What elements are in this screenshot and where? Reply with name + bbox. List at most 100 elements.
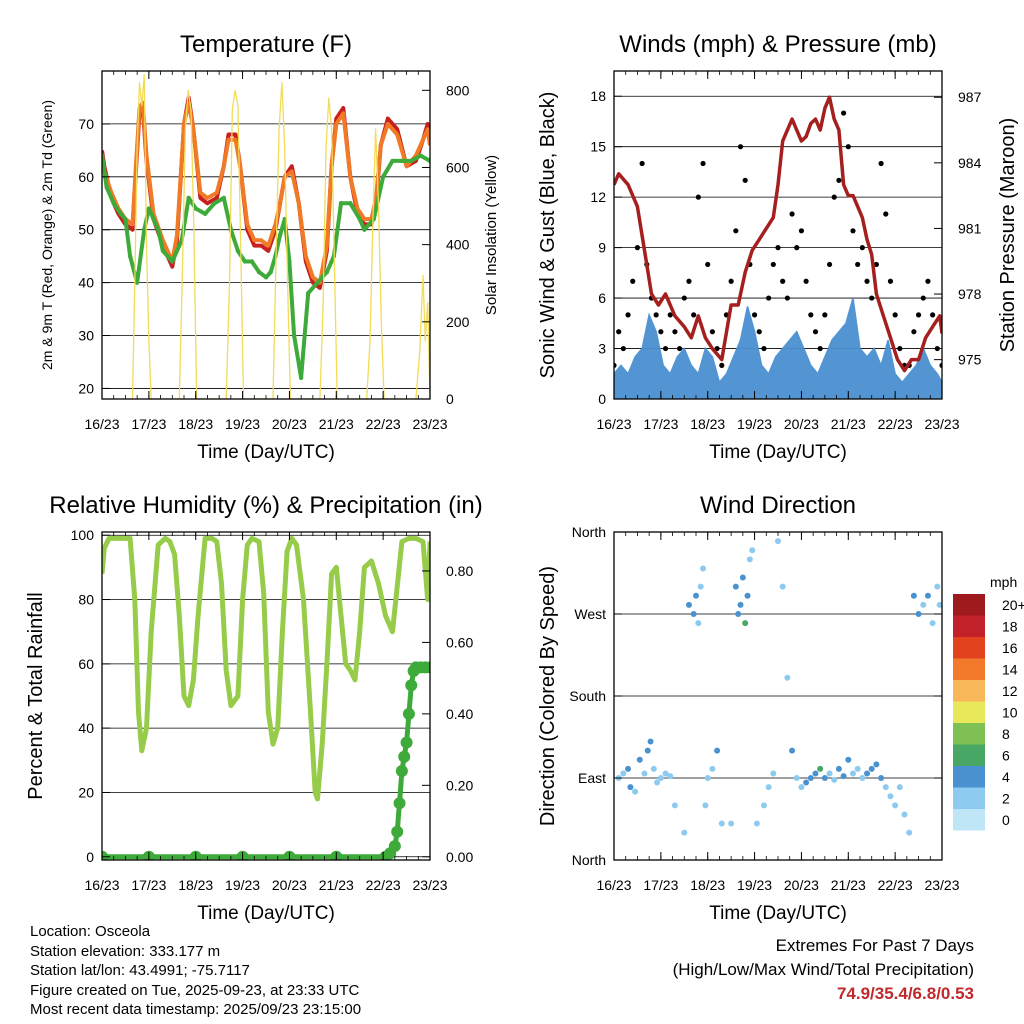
gust-point (822, 312, 828, 318)
gust-point (794, 245, 800, 251)
wind-area (614, 297, 942, 399)
legend-swatch (953, 658, 985, 680)
dewpoint-point (409, 158, 414, 164)
legend-swatch (953, 766, 985, 788)
gust-point (662, 345, 669, 352)
legend-swatch (953, 809, 985, 831)
dewpoint-point (277, 232, 283, 238)
wind_direction-ytick-label: North (572, 524, 606, 540)
legend-label: 18 (1002, 618, 1018, 634)
direction-point (744, 592, 751, 599)
winds-y2tick-label: 984 (958, 155, 982, 171)
dewpoint-point (242, 259, 248, 264)
direction-point (892, 802, 899, 809)
precip-point (402, 707, 415, 720)
direction-point (746, 556, 753, 563)
humidity-ytick-label: 80 (78, 592, 94, 608)
gust-point (616, 329, 622, 335)
humidity-xtick-label: 19/23 (225, 877, 260, 893)
wind_direction-xtick-label: 21/23 (831, 877, 866, 893)
gust-point (653, 312, 659, 318)
direction-point (662, 770, 669, 777)
direction-point (854, 765, 861, 772)
direction-point (896, 784, 903, 791)
gust-point (733, 228, 739, 234)
gust-point (630, 278, 636, 284)
gust-point (930, 312, 936, 318)
humidity-series-group (102, 535, 430, 860)
gust-point (677, 345, 683, 352)
temperature-y2tick-label: 800 (446, 82, 470, 98)
temperature-ytick-label: 40 (78, 275, 94, 291)
gust-point (751, 312, 758, 318)
humidity-ytick-label: 0 (86, 849, 94, 865)
dewpoint-point (156, 227, 161, 232)
direction-point (657, 775, 664, 781)
dewpoint-point (202, 211, 208, 217)
legend-swatch (953, 723, 985, 745)
direction-point (695, 620, 702, 627)
precip-point (388, 840, 401, 853)
direction-point (700, 565, 707, 572)
direction-point (760, 802, 767, 809)
direction-point (697, 583, 704, 590)
winds-xtick-label: 16/23 (596, 416, 631, 432)
gust-point (789, 211, 795, 217)
winds-ytick-label: 12 (590, 189, 606, 205)
dewpoint-point (146, 206, 152, 211)
direction-point (910, 592, 917, 599)
legend-label: 10 (1002, 704, 1018, 720)
direction-point (644, 747, 651, 754)
gust-point (817, 345, 823, 352)
direction-point (667, 773, 674, 780)
wind_direction-xtick-label: 17/23 (643, 877, 678, 893)
winds-ytick-label: 18 (590, 88, 606, 104)
gust-point (719, 362, 725, 368)
direction-point (864, 770, 871, 777)
direction-point (873, 761, 880, 768)
temperature-y2tick-label: 0 (446, 391, 454, 407)
temperature-xtick-label: 21/23 (319, 416, 354, 432)
precip-point (102, 850, 108, 860)
humidity-line-relative-humidity (102, 535, 430, 802)
legend-swatch (953, 787, 985, 809)
dewpoint-point (170, 259, 175, 264)
direction-point (742, 620, 749, 627)
gust-point (859, 245, 865, 251)
dewpoint-point (141, 227, 147, 232)
gust-point (873, 261, 880, 268)
gust-point (836, 177, 842, 183)
dewpoint-point (357, 216, 362, 222)
direction-point (732, 583, 739, 590)
humidity-xtick-label: 17/23 (131, 877, 166, 893)
dewpoint-point (221, 195, 227, 201)
dewpoint-point (151, 216, 156, 222)
latlon-text: Station lat/lon: 43.4991; -75.7117 (30, 962, 250, 979)
precip-point (424, 661, 430, 674)
direction-point (929, 620, 936, 627)
gust-point (742, 177, 748, 183)
elevation-text: Station elevation: 333.177 m (30, 942, 221, 960)
gust-point (855, 261, 861, 268)
gust-point (845, 144, 851, 150)
direction-point (934, 583, 941, 590)
extremes-subtitle: (High/Low/Max Wind/Total Precipitation) (672, 960, 974, 979)
direction-point (753, 820, 760, 827)
dewpoint-point (315, 280, 320, 285)
direction-point (735, 611, 742, 617)
temperature-xtick-label: 23/23 (412, 416, 447, 432)
direction-point (915, 611, 922, 617)
extremes-box: Extremes For Past 7 Days (High/Low/Max W… (673, 934, 974, 1006)
legend-label: 4 (1002, 769, 1010, 785)
precip-point (395, 765, 408, 778)
gust-point (883, 211, 889, 217)
gust-point (728, 278, 734, 284)
humidity-y2tick-label: 0.80 (446, 563, 473, 579)
legend-label: 6 (1002, 747, 1010, 763)
humidity-xtick-label: 23/23 (412, 877, 447, 893)
winds-xlabel: Time (Day/UTC) (709, 442, 847, 463)
temperature-frame (101, 70, 431, 400)
direction-point (784, 674, 791, 681)
gust-point (925, 278, 931, 284)
winds-xtick-label: 19/23 (737, 416, 772, 432)
